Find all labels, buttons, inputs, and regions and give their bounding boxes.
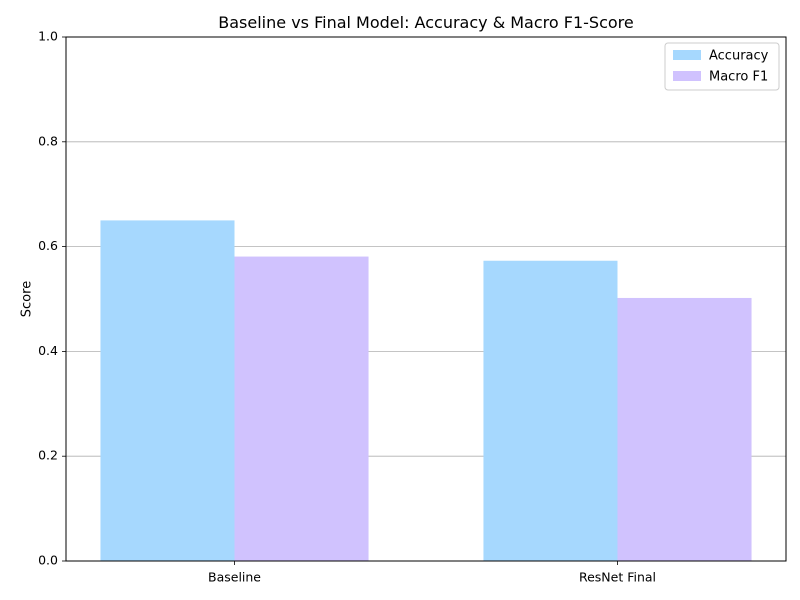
legend-label: Macro F1	[709, 70, 768, 85]
legend: Accuracy Macro F1	[664, 42, 780, 91]
bar-accuracy	[100, 220, 235, 561]
bar-macro-f1	[617, 297, 752, 561]
y-tick-label: 0.0	[38, 553, 58, 568]
bars-layer	[100, 220, 752, 561]
y-tick-label: 0.6	[38, 238, 58, 253]
y-tick-label: 0.4	[38, 343, 58, 358]
legend-label: Accuracy	[709, 49, 769, 64]
x-tick-label: Baseline	[208, 570, 261, 585]
y-axis-label: Score	[20, 281, 35, 317]
bar-accuracy	[483, 260, 618, 561]
plot-frame	[65, 36, 787, 562]
y-tick-label: 0.2	[38, 448, 58, 463]
ticks-layer: 0.0 0.2 0.4 0.6 0.8 1.0 Baseline ResNet Final	[38, 29, 656, 585]
y-tick-label: 0.8	[38, 133, 58, 148]
chart-title: Baseline vs Final Model: Accuracy & Macr…	[218, 13, 633, 32]
legend-swatch	[673, 71, 701, 81]
legend-swatch	[673, 50, 701, 60]
x-tick-label: ResNet Final	[579, 570, 656, 585]
y-tick-label: 1.0	[38, 29, 58, 44]
bar-macro-f1	[234, 256, 369, 561]
